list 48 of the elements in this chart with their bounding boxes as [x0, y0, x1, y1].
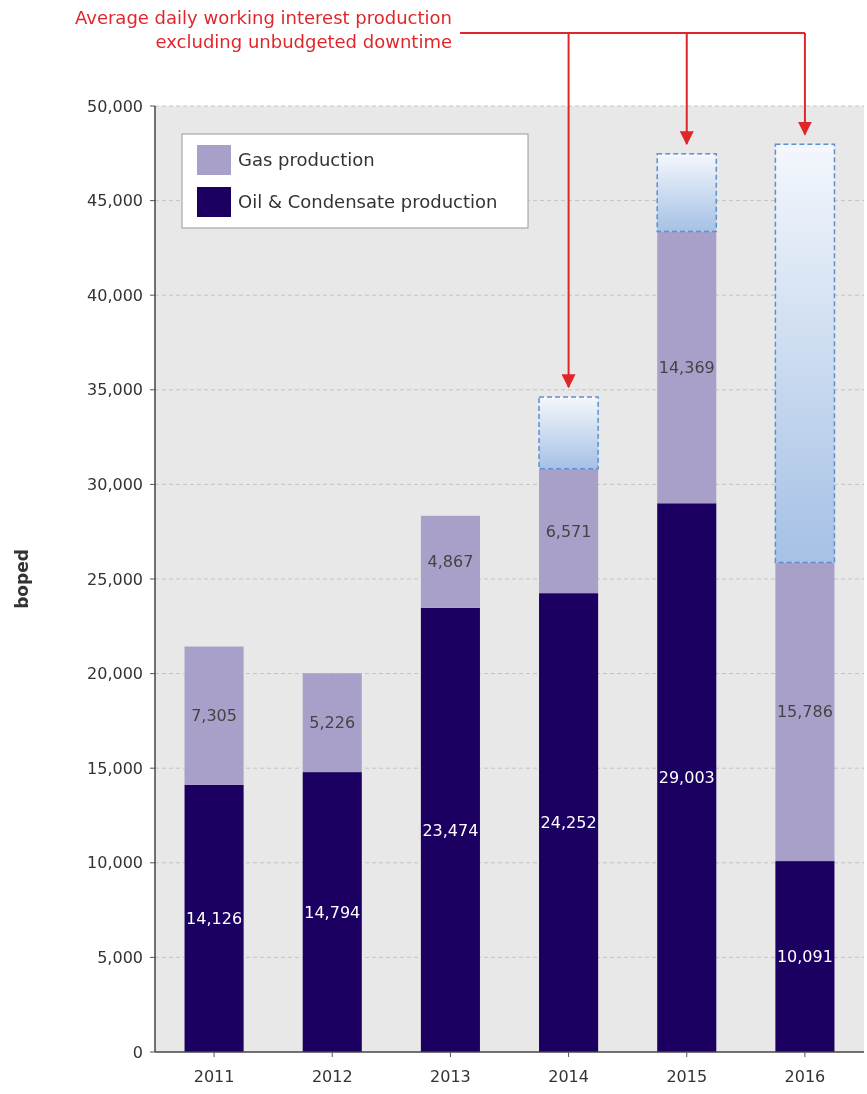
y-axis-title: boped: [12, 549, 32, 609]
data-label: 14,794: [304, 902, 361, 922]
y-tick-label: 10,000: [87, 853, 143, 873]
data-label: 5,226: [309, 713, 356, 733]
bar: [775, 562, 835, 862]
y-tick-label: 30,000: [87, 475, 143, 494]
bar: [420, 607, 480, 1052]
data-label: 7,305: [191, 706, 237, 726]
data-label: 29,003: [658, 768, 715, 788]
data-label: 6,571: [545, 521, 592, 541]
bar: [656, 153, 718, 233]
y-tick-label: 20,000: [87, 664, 143, 684]
x-tick-label: 2012: [311, 1067, 353, 1086]
data-label: 15,786: [776, 702, 833, 722]
bar: [539, 593, 599, 1052]
bar: [184, 784, 244, 1052]
y-tick-label: 50,000: [87, 96, 143, 116]
y-tick-label: 15,000: [87, 758, 143, 778]
data-label: 23,474: [422, 820, 479, 840]
x-tick-label: 2015: [666, 1067, 708, 1086]
data-label: 14,369: [658, 357, 715, 377]
data-label: 10,091: [776, 947, 833, 967]
y-tick-label: 45,000: [87, 191, 143, 211]
x-tick-label: 2014: [548, 1067, 589, 1086]
bar: [774, 143, 836, 564]
bar: [657, 503, 717, 1052]
y-tick-label: 0: [132, 1042, 143, 1062]
bar: [538, 396, 599, 470]
x-tick-label: 2011: [193, 1067, 235, 1086]
y-tick-label: 40,000: [87, 285, 143, 305]
bar: [184, 646, 244, 785]
x-tick-label: 2016: [784, 1067, 826, 1086]
bar: [539, 468, 599, 594]
data-label: 24,252: [540, 813, 597, 833]
legend-label: Gas production: [238, 149, 375, 171]
bar: [302, 673, 362, 773]
bar: [420, 515, 480, 608]
x-tick-label: 2013: [430, 1067, 471, 1086]
y-tick-label: 35,000: [87, 380, 143, 400]
legend-label: Oil & Condensate production: [238, 191, 498, 213]
text: Average daily working interest production excluding unbudgeted downtime: [74, 7, 452, 52]
y-tick-label: 25,000: [87, 569, 143, 589]
bar: [657, 231, 717, 504]
bar: [302, 772, 362, 1052]
bar: [775, 861, 835, 1052]
y-tick-label: 5,000: [97, 948, 143, 967]
data-label: 4,867: [427, 552, 474, 572]
data-label: 14,126: [186, 908, 243, 928]
